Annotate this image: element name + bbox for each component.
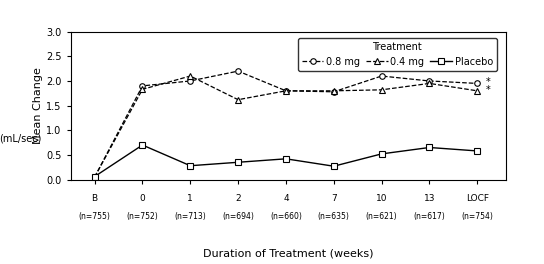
Text: 13: 13 [424, 194, 435, 203]
Text: (n=635): (n=635) [318, 212, 350, 221]
Text: (n=754): (n=754) [461, 212, 493, 221]
Text: (n=752): (n=752) [127, 212, 158, 221]
Text: 4: 4 [283, 194, 289, 203]
Text: B: B [91, 194, 98, 203]
Text: (n=621): (n=621) [366, 212, 397, 221]
Text: Duration of Treatment (weeks): Duration of Treatment (weeks) [203, 249, 374, 259]
Text: (mL/sec): (mL/sec) [0, 133, 42, 143]
Text: *: * [486, 85, 491, 95]
Text: (n=713): (n=713) [175, 212, 206, 221]
Text: 10: 10 [376, 194, 387, 203]
Text: 0: 0 [140, 194, 145, 203]
Text: (n=660): (n=660) [270, 212, 302, 221]
Legend: 0.8 mg, 0.4 mg, Placebo: 0.8 mg, 0.4 mg, Placebo [298, 38, 497, 71]
Text: (n=755): (n=755) [79, 212, 110, 221]
Y-axis label: Mean Change: Mean Change [33, 67, 44, 144]
Text: 2: 2 [236, 194, 241, 203]
Text: (n=617): (n=617) [413, 212, 446, 221]
Text: *: * [486, 77, 491, 87]
Text: (n=694): (n=694) [222, 212, 254, 221]
Text: LOCF: LOCF [466, 194, 489, 203]
Text: 1: 1 [187, 194, 193, 203]
Text: 7: 7 [331, 194, 337, 203]
